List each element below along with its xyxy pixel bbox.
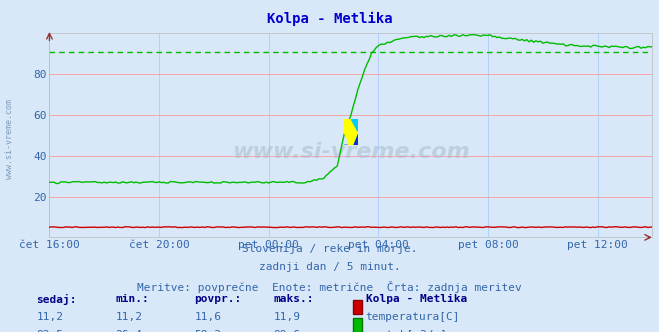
- Text: povpr.:: povpr.:: [194, 294, 242, 304]
- Text: www.si-vreme.com: www.si-vreme.com: [5, 100, 14, 179]
- Text: 11,2: 11,2: [36, 312, 63, 322]
- Polygon shape: [348, 132, 358, 145]
- Text: 26,4: 26,4: [115, 330, 142, 332]
- Text: temperatura[C]: temperatura[C]: [366, 312, 460, 322]
- Polygon shape: [351, 119, 358, 132]
- Text: 11,2: 11,2: [115, 312, 142, 322]
- Text: 58,3: 58,3: [194, 330, 221, 332]
- Text: www.si-vreme.com: www.si-vreme.com: [232, 142, 470, 162]
- Text: 11,6: 11,6: [194, 312, 221, 322]
- Polygon shape: [344, 132, 358, 145]
- Text: min.:: min.:: [115, 294, 149, 304]
- Text: maks.:: maks.:: [273, 294, 314, 304]
- Text: pretok[m3/s]: pretok[m3/s]: [366, 330, 447, 332]
- Text: Kolpa - Metlika: Kolpa - Metlika: [267, 12, 392, 26]
- Text: 92,5: 92,5: [36, 330, 63, 332]
- Text: 11,9: 11,9: [273, 312, 301, 322]
- Text: Kolpa - Metlika: Kolpa - Metlika: [366, 294, 467, 304]
- Polygon shape: [344, 119, 358, 145]
- Text: zadnji dan / 5 minut.: zadnji dan / 5 minut.: [258, 262, 401, 272]
- Text: Slovenija / reke in morje.: Slovenija / reke in morje.: [242, 244, 417, 254]
- Text: sedaj:: sedaj:: [36, 294, 76, 305]
- Text: Meritve: povprečne  Enote: metrične  Črta: zadnja meritev: Meritve: povprečne Enote: metrične Črta:…: [137, 281, 522, 292]
- Text: 99,6: 99,6: [273, 330, 301, 332]
